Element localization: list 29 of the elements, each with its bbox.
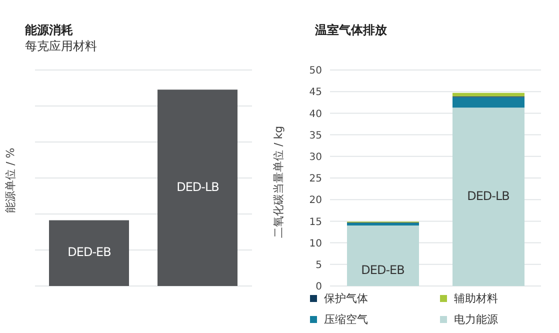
legend-label: 保护气体 (323, 291, 369, 306)
bar (347, 226, 419, 286)
bar (452, 92, 524, 96)
chart-title: 温室气体排放 (315, 22, 387, 39)
legend-label: 辅助材料 (453, 291, 499, 306)
chart-title: 能源消耗 (25, 22, 73, 39)
x-tick-label: DED-LB (176, 180, 220, 194)
bar (452, 108, 524, 286)
y-tick-label: 45 (309, 87, 322, 98)
y-tick-label: 10 (309, 238, 322, 250)
y-axis-title: 二氧化碳当量单位 / kg (272, 126, 285, 238)
x-tick-label: DED-EB (360, 262, 406, 277)
y-tick-label: 50 (309, 66, 322, 77)
y-tick-label: 5 (316, 260, 322, 271)
y-tick-label: 30 (309, 152, 322, 163)
bar (347, 222, 419, 226)
chart-subtitle: 每克应用材料 (25, 38, 97, 55)
y-tick-label: 40 (309, 108, 322, 120)
y-axis-title: 能源单位 / % (4, 148, 17, 213)
y-tick-label: 0 (316, 282, 322, 293)
y-tick-label: 20 (309, 195, 322, 206)
y-tick-label: 35 (309, 130, 322, 142)
x-tick-label: DED-EB (66, 245, 112, 260)
x-tick-label: DED-LB (466, 188, 510, 203)
y-tick-label: 25 (309, 174, 322, 185)
y-tick-label: 15 (309, 216, 322, 228)
bar (452, 97, 524, 108)
legend-label: 压缩空气 (323, 312, 369, 327)
legend-label: 电力能源 (453, 312, 499, 327)
